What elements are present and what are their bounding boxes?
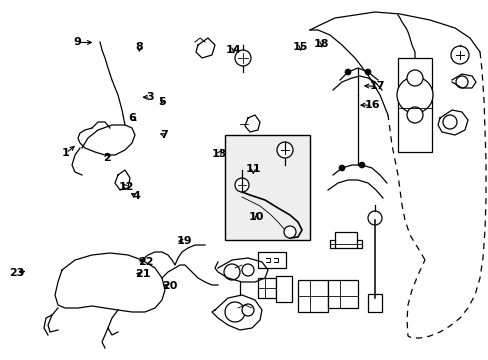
Circle shape (450, 46, 468, 64)
Circle shape (455, 76, 467, 88)
Text: 14: 14 (225, 45, 241, 55)
Circle shape (442, 115, 456, 129)
Circle shape (242, 264, 253, 276)
Circle shape (338, 165, 345, 171)
Text: 7: 7 (160, 130, 167, 140)
Text: 20: 20 (162, 281, 178, 291)
Circle shape (235, 50, 250, 66)
Bar (258, 252, 285, 268)
Text: 1: 1 (62, 148, 70, 158)
Bar (224, 135, 309, 240)
Text: 12: 12 (118, 182, 134, 192)
Circle shape (242, 304, 253, 316)
Bar (297, 280, 327, 312)
Bar (397, 58, 431, 152)
Text: 2: 2 (102, 153, 110, 163)
Bar (275, 276, 291, 302)
Circle shape (358, 162, 364, 168)
Text: 18: 18 (313, 39, 329, 49)
Circle shape (345, 69, 350, 75)
Circle shape (224, 264, 240, 280)
Text: 16: 16 (364, 100, 380, 110)
Circle shape (406, 70, 422, 86)
Text: 8: 8 (135, 42, 143, 52)
Circle shape (406, 107, 422, 123)
Text: 15: 15 (292, 42, 308, 52)
Circle shape (224, 302, 244, 322)
Circle shape (396, 77, 432, 113)
Text: 10: 10 (248, 212, 264, 222)
Circle shape (364, 69, 370, 75)
Circle shape (367, 211, 381, 225)
Bar (258, 278, 275, 298)
Text: 11: 11 (245, 164, 261, 174)
Bar (367, 294, 381, 312)
Text: 3: 3 (146, 92, 154, 102)
Text: 13: 13 (211, 149, 226, 159)
Circle shape (235, 178, 248, 192)
Text: 23: 23 (9, 268, 25, 278)
Bar (327, 280, 357, 308)
Circle shape (276, 142, 292, 158)
Bar (334, 232, 356, 248)
Text: 17: 17 (369, 81, 385, 91)
Text: 19: 19 (177, 236, 192, 246)
Text: 9: 9 (73, 37, 81, 48)
Text: 6: 6 (128, 113, 136, 123)
Text: 21: 21 (135, 269, 150, 279)
Text: 4: 4 (132, 191, 140, 201)
Circle shape (284, 226, 295, 238)
Text: 22: 22 (138, 257, 153, 267)
Text: 5: 5 (158, 96, 166, 107)
